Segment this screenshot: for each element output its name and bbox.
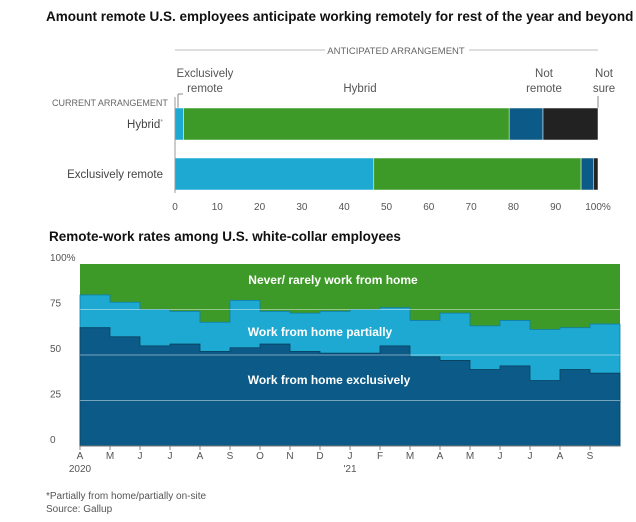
bottom-x-month-label: S	[227, 451, 234, 462]
bar-segment-exclusively-remote-hybrid	[373, 157, 582, 191]
top-x-tick-label: 30	[296, 202, 308, 213]
current-arrangement-header: CURRENT ARRANGEMENT	[52, 98, 168, 108]
bottom-x-month-label: F	[377, 451, 383, 462]
category-label-not-sure: Not	[595, 68, 614, 80]
bottom-x-month-label: J	[528, 451, 533, 462]
bottom-y-tick-label: 50	[50, 344, 62, 355]
bottom-x-month-label: J	[498, 451, 503, 462]
top-x-tick-label: 60	[423, 202, 435, 213]
bar-segment-exclusively-remote-not-sure	[593, 157, 599, 191]
top-x-tick-label: 80	[508, 202, 520, 213]
top-x-tick-label: 70	[466, 202, 478, 213]
bottom-y-tick-label: 25	[50, 390, 62, 401]
footnote: *Partially from home/partially on-site	[46, 491, 207, 502]
top-x-tick-label: 40	[339, 202, 351, 213]
bar-segment-hybrid-hybrid	[183, 107, 510, 141]
bottom-x-month-label: J	[138, 451, 143, 462]
bottom-y-tick-label: 75	[50, 299, 62, 310]
bottom-x-month-label: D	[316, 451, 323, 462]
series-label-work-from-home-partially: Work from home partially	[248, 325, 393, 339]
bottom-x-month-label: J	[168, 451, 173, 462]
anticipated-arrangement-header: ANTICIPATED ARRANGEMENT	[327, 46, 465, 57]
category-label-exclusively-remote: remote	[187, 83, 223, 95]
top-x-tick-label: 90	[550, 202, 562, 213]
category-label-hybrid: Hybrid	[343, 83, 376, 95]
top-x-tick-label: 100%	[585, 202, 611, 213]
category-label-not-remote: Not	[535, 68, 554, 80]
bottom-x-month-label: S	[587, 451, 594, 462]
top-chart: ANTICIPATED ARRANGEMENT CURRENT ARRANGEME…	[52, 46, 615, 213]
bottom-x-month-label: O	[256, 451, 264, 462]
bottom-y-tick-label: 100%	[50, 253, 76, 264]
bar-segment-exclusively-remote-exclusively-remote	[174, 157, 375, 191]
bottom-chart-title: Remote-work rates among U.S. white-colla…	[49, 229, 401, 244]
row-label-exclusively-remote: Exclusively remote	[67, 169, 163, 181]
category-label-exclusively-remote: Exclusively	[177, 68, 234, 80]
series-label-work-from-home-exclusively: Work from home exclusively	[248, 373, 411, 387]
bottom-x-month-label: J	[348, 451, 353, 462]
bottom-x-month-label: N	[286, 451, 293, 462]
top-x-tick-label: 10	[212, 202, 224, 213]
series-label-never-rarely-work-from-home: Never/ rarely work from home	[248, 273, 418, 287]
category-label-not-sure: sure	[593, 83, 615, 95]
category-label-not-remote: remote	[526, 83, 562, 95]
top-x-tick-label: 20	[254, 202, 266, 213]
area-work-from-home-exclusively	[79, 327, 621, 447]
bottom-x-month-label: A	[437, 451, 444, 462]
bottom-x-month-label: A	[557, 451, 564, 462]
bar-segment-hybrid-not-sure	[542, 107, 599, 141]
year-label-2020: 2020	[69, 464, 92, 475]
bottom-y-tick-label: 0	[50, 435, 56, 446]
top-x-tick-label: 50	[381, 202, 393, 213]
bottom-x-month-label: M	[106, 451, 114, 462]
top-chart-title: Amount remote U.S. employees anticipate …	[46, 9, 634, 24]
source-note: Source: Gallup	[46, 504, 113, 515]
top-x-tick-label: 0	[172, 202, 178, 213]
bottom-x-month-label: A	[197, 451, 204, 462]
row-label-hybrid: Hybrid*	[127, 119, 163, 131]
bottom-x-month-label: M	[406, 451, 414, 462]
bar-segment-hybrid-not-remote	[508, 107, 544, 141]
bottom-x-month-label: A	[77, 451, 84, 462]
year-label-2021: '21	[343, 464, 356, 475]
bottom-x-month-label: M	[466, 451, 474, 462]
